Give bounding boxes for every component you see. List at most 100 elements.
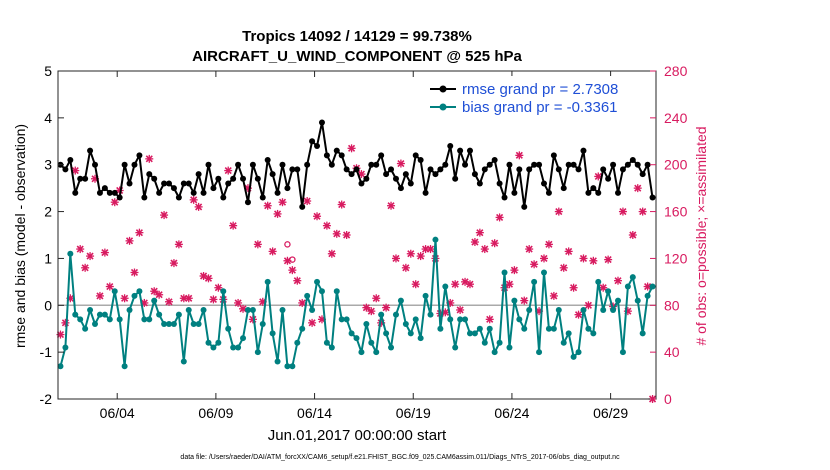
rmse-point [407,180,414,187]
obs-assimilated-marker [209,295,218,304]
rmse-point [531,161,538,168]
obs-assimilated-marker [382,303,391,312]
rmse-point [402,171,409,178]
bias-point [565,330,572,337]
rmse-point [314,142,321,149]
obs-assimilated-marker [268,247,277,256]
rmse-point [457,147,464,154]
obs-assimilated-marker [332,229,341,238]
bias-point [111,288,118,295]
rmse-point [87,147,94,154]
bias-point [452,344,459,351]
rmse-point [284,185,291,192]
bias-point [141,316,148,323]
bias-point [442,283,449,290]
obs-assimilated-marker [313,212,322,221]
rmse-point [240,175,247,182]
bias-point [264,278,271,285]
obs-assimilated-marker [367,307,376,316]
legend-box [425,76,652,117]
bias-point [457,316,464,323]
rmse-point [161,180,168,187]
obs-assimilated-marker [505,280,514,289]
obs-assimilated-marker [604,255,613,264]
obs-assimilated-marker [337,200,346,209]
rmse-point [615,189,622,196]
bias-point [205,339,212,346]
obs-assimilated-marker [155,290,164,299]
y-right-tick-label: 40 [664,344,680,360]
bias-point [570,353,577,360]
obs-assimilated-marker [485,315,494,324]
bias-point [274,358,281,365]
obs-assimilated-marker [327,249,336,258]
bias-point [447,316,454,323]
rmse-point [195,171,202,178]
obs-assimilated-marker [298,298,307,307]
rmse-point [619,166,626,173]
bias-point [92,321,99,328]
bias-point [101,311,108,318]
obs-assimilated-marker [322,221,331,230]
obs-assimilated-marker [564,247,573,256]
bias-point [555,306,562,313]
y-axis-left-label: rmse and bias (model - observation) [12,124,28,348]
obs-assimilated-marker [362,303,371,312]
obs-assimilated-marker [372,294,381,303]
bias-point [575,349,582,356]
rmse-point [136,152,143,159]
obs-assimilated-marker [411,280,420,289]
obs-assimilated-marker [480,245,489,254]
bias-point [629,274,636,281]
obs-assimilated-marker [283,256,292,265]
rmse-point [590,185,597,192]
rmse-point [294,166,301,173]
rmse-point [383,171,390,178]
rmse-point [585,189,592,196]
bias-point [72,311,79,318]
bias-point [388,344,395,351]
rmse-point [264,157,271,164]
bias-point [437,325,444,332]
obs-assimilated-marker [510,266,519,275]
bias-point [506,344,513,351]
obs-assimilated-marker [194,202,203,211]
rmse-point [235,161,242,168]
rmse-point [545,189,552,196]
obs-assimilated-marker [169,259,178,268]
rmse-point [151,175,158,182]
rmse-point [92,161,99,168]
y-right-tick-label: 160 [664,204,688,220]
rmse-point [511,189,518,196]
bias-point [309,306,316,313]
rmse-point [466,147,473,154]
obs-assimilated-marker [559,263,568,272]
obs-assimilated-marker [204,274,213,283]
obs-assimilated-marker [81,263,90,272]
rmse-point [141,194,148,201]
bias-point [619,349,626,356]
bias-point [254,349,261,356]
rmse-point [101,185,108,192]
y-left-tick-label: 2 [44,204,52,220]
bias-point [358,349,365,356]
rmse-point [417,157,424,164]
obs-assimilated-marker [130,268,139,277]
obs-assimilated-marker [61,318,70,327]
rmse-point [580,147,587,154]
rmse-point [96,189,103,196]
bias-point [166,321,173,328]
rmse-point [82,175,89,182]
obs-assimilated-marker [214,283,223,292]
axis-layer: 06/04 06/09 06/14 06/19 06/24 06/29 -2 -1 0 1 2 3 4 5… [40,63,688,421]
rmse-point [358,180,365,187]
rmse-point [205,161,212,168]
obs-assimilated-marker [401,263,410,272]
bias-point [294,339,301,346]
obs-assimilated-marker [584,301,593,310]
obs-assimilated-marker [544,240,553,249]
bias-point [126,306,133,313]
rmse-point [555,166,562,173]
bias-point [363,321,370,328]
plot-frame [57,70,657,400]
